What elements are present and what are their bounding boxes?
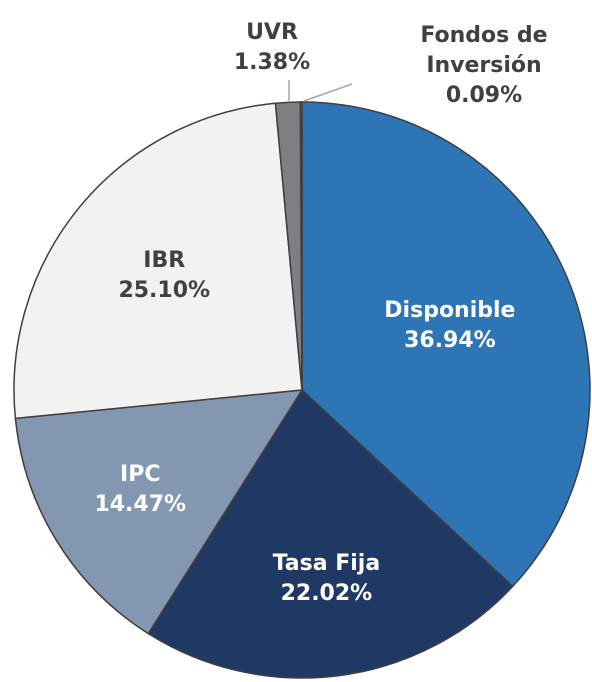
value-label: 22.02%: [280, 580, 373, 606]
category-name: IPC: [120, 461, 161, 487]
pie-slice: [13, 102, 303, 420]
pie-slice: [14, 389, 304, 635]
value-label: 36.94%: [404, 327, 496, 353]
category-name: Fondos de Inversión: [420, 23, 548, 78]
slice-label: IPC 14.47%: [94, 460, 186, 520]
value-label: 25.10%: [118, 278, 211, 304]
category-name: UVR: [246, 20, 298, 45]
category-name: IBR: [143, 248, 186, 274]
category-name: Tasa Fija: [272, 550, 381, 576]
slice-label: Disponible 36.94%: [384, 296, 515, 356]
slice-label: Tasa Fija 22.02%: [273, 549, 381, 609]
value-label: 0.09%: [445, 83, 523, 108]
value-label: 14.47%: [94, 491, 187, 517]
slice-label: IBR 25.10%: [118, 246, 210, 306]
pie-slice: [301, 101, 591, 588]
pie-slice: [299, 101, 303, 391]
pie-slice: [147, 388, 514, 679]
slice-label: UVR 1.38%: [234, 18, 310, 78]
category-name: Disponible: [384, 297, 516, 323]
value-label: 1.38%: [233, 50, 311, 75]
leader-line: [303, 83, 353, 102]
slice-label: Fondos de Inversión 0.09%: [389, 21, 579, 111]
